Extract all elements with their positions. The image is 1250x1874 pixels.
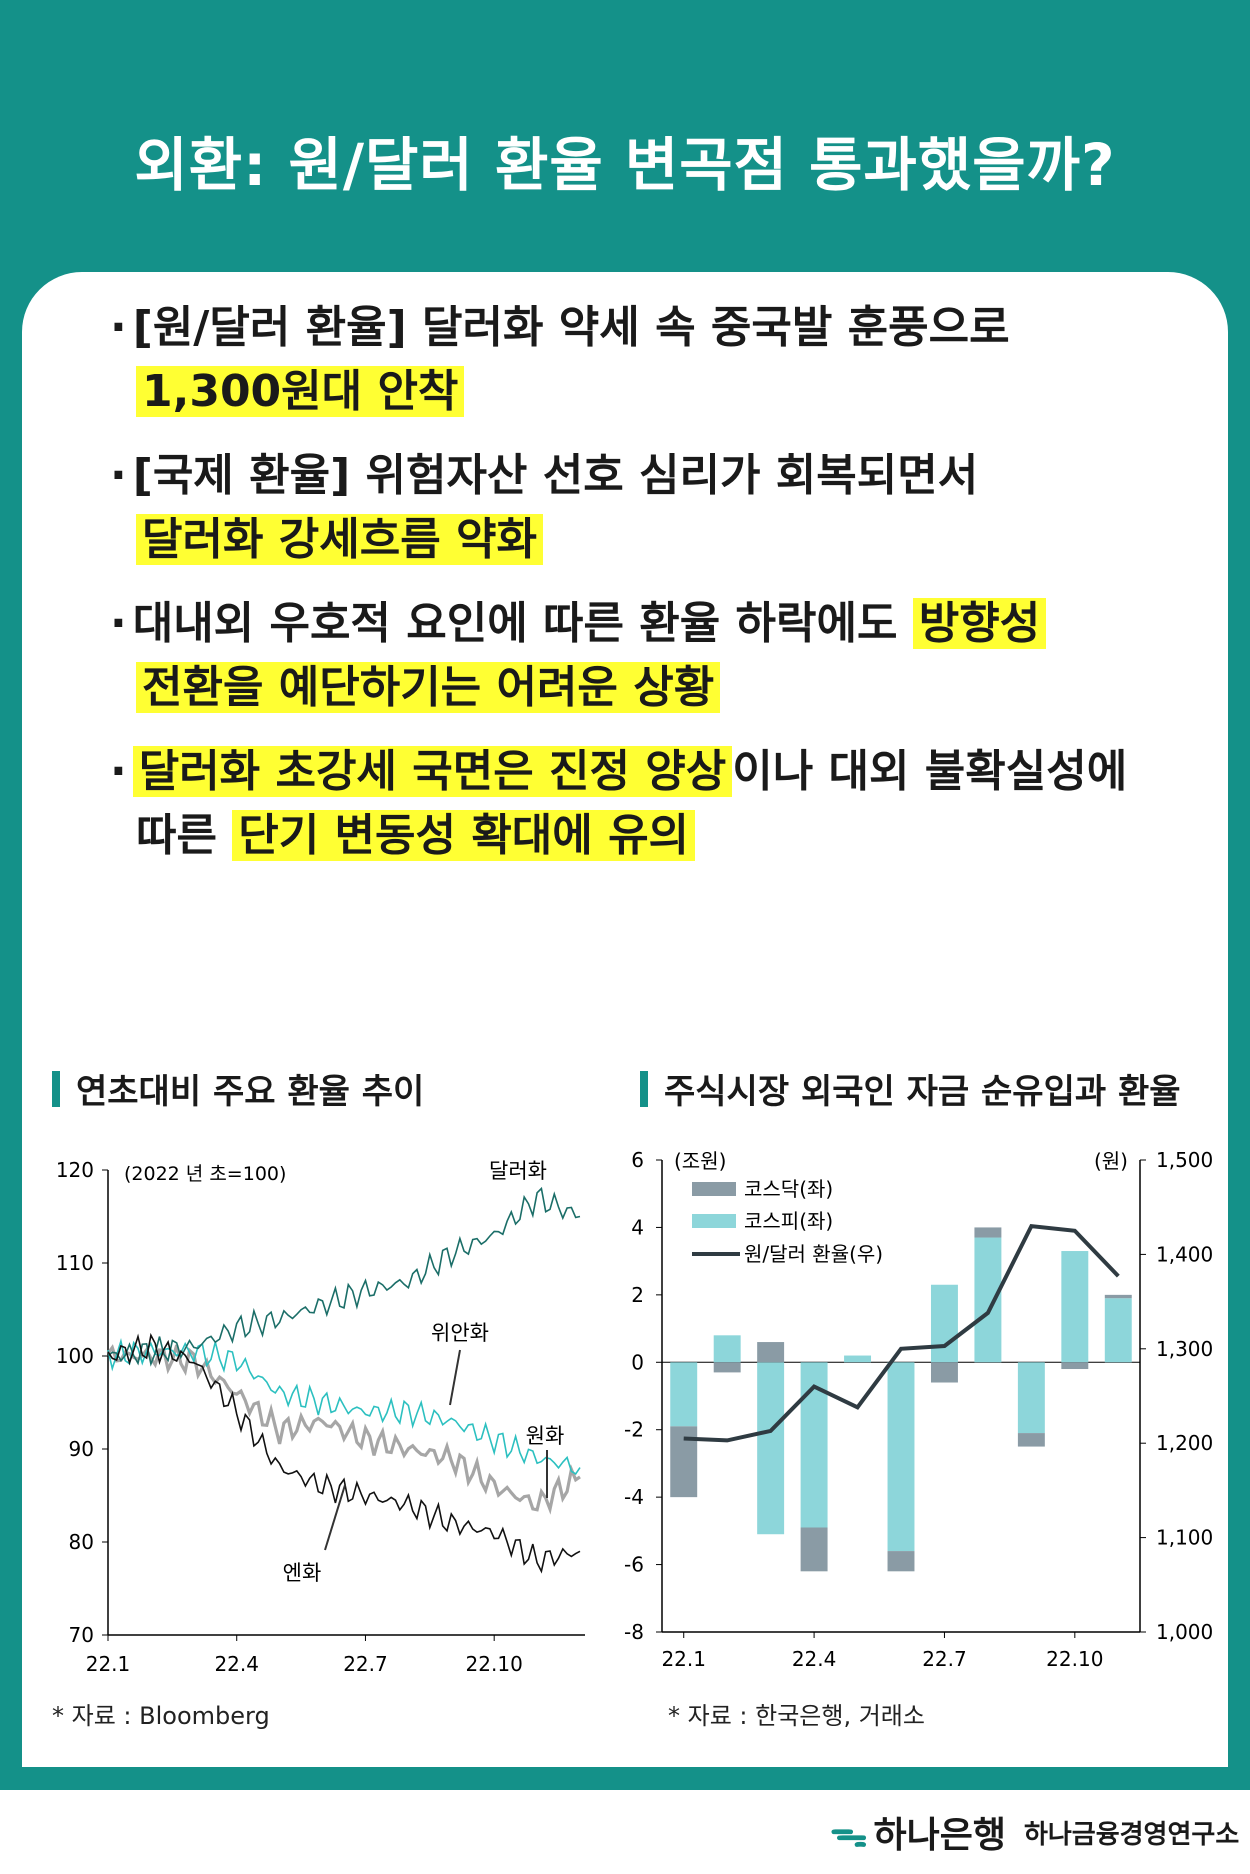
bullet-3-highlight-a: 방향성	[912, 598, 1047, 649]
series-line-0	[107, 1186, 581, 1367]
chart1-title-text: 연초대비 주요 환율 추이	[76, 1072, 425, 1112]
bullet-1-text: [원/달러 환율] 달러화 약세 속 중국발 훈풍으로	[132, 302, 1010, 353]
bullet-4-text-b: 따른	[136, 810, 233, 861]
y-tick-label: 6	[631, 1148, 644, 1172]
left-unit: (조원)	[674, 1149, 726, 1173]
y2-tick-label: 1,500	[1156, 1148, 1213, 1172]
bank-name: 하나은행	[873, 1815, 1006, 1856]
y2-tick-label: 1,100	[1156, 1526, 1213, 1550]
legend-kospi-swatch	[692, 1214, 736, 1228]
legend-kosdaq-swatch	[692, 1182, 736, 1196]
x-tick-label: 22.10	[1046, 1647, 1103, 1671]
x-tick-label: 22.10	[466, 1652, 523, 1676]
bullet-4: · 달러화 초강세 국면은 진정 양상 이나 대외 불확실성에 따른 단기 변동성 …	[110, 746, 1128, 861]
chart1-source: * 자료 : Bloomberg	[52, 1702, 270, 1730]
chart2-source: * 자료 : 한국은행, 거래소	[668, 1702, 925, 1730]
bullet-3: · 대내외 우호적 요인에 따른 환율 하락에도 방향성 전환을 예단하기는 어려…	[110, 592, 1047, 720]
kospi-bar	[1017, 1362, 1045, 1434]
arrow-yuan	[449, 1349, 461, 1406]
kospi-bar	[930, 1284, 958, 1363]
series-line-2	[106, 1344, 581, 1515]
footer	[0, 1790, 1250, 1874]
usdkrw-line	[683, 1223, 1120, 1443]
series-line-3	[107, 1332, 581, 1574]
chart2-title: 주식시장 외국인 자금 순유입과 환율	[640, 1064, 1181, 1113]
foreign-flow-chart: 6 4 2 0 -2 -4 -6 -8 1,500 1,400 1,300 1,200 1,100 1,0…	[624, 1148, 1213, 1671]
bullet-1: · [원/달러 환율] 달러화 약세 속 중국발 훈풍으로 1,300원대 안착	[110, 302, 1010, 417]
label-won: 원화	[526, 1424, 565, 1448]
fx-index-chart: 120 110 100 90 80 70 22.1 22.4 22.7 22.10 (2022 년 …	[56, 1158, 585, 1676]
y2-tick-label: 1,400	[1156, 1242, 1213, 1266]
kospi-bar	[1061, 1251, 1089, 1363]
bullet-3-text: 대내외 우호적 요인에 따른 환율 하락에도	[132, 598, 913, 649]
kosdaq-bar	[974, 1227, 1002, 1238]
y-tick-label: -2	[624, 1418, 644, 1442]
y-tick-label: -6	[624, 1553, 644, 1577]
bullet-3-highlight-b: 전환을 예단하기는 어려운 상황	[136, 662, 721, 713]
chart2-title-text: 주식시장 외국인 자금 순유입과 환율	[664, 1072, 1181, 1112]
hana-logo[interactable]: ᯓ 하나은행 하나금융경영연구소	[830, 1806, 1239, 1858]
y-tick-label: 100	[56, 1344, 94, 1368]
legend-kosdaq: 코스닥(좌)	[744, 1177, 833, 1201]
label-yen: 엔화	[283, 1561, 322, 1585]
y-tick-label: 70	[69, 1623, 94, 1647]
x-tick-label: 22.1	[86, 1652, 131, 1676]
bullet-2-text: [국제 환율] 위험자산 선호 심리가 회복되면서	[132, 450, 979, 501]
label-dollar: 달러화	[489, 1159, 547, 1183]
chart1-title: 연초대비 주요 환율 추이	[52, 1064, 424, 1113]
x-tick-label: 22.4	[214, 1652, 259, 1676]
kospi-bar	[757, 1362, 785, 1535]
right-unit: (원)	[1094, 1149, 1128, 1173]
kospi-bar	[1104, 1298, 1132, 1363]
y-tick-label: 2	[631, 1283, 644, 1307]
hana-mark-icon: ᯓ	[830, 1811, 868, 1855]
kospi-bar	[844, 1355, 872, 1363]
kosdaq-bar	[757, 1342, 785, 1363]
kosdaq-bar	[800, 1527, 828, 1572]
institute-name: 하나금융경영연구소	[1023, 1819, 1240, 1850]
y-tick-label: -8	[624, 1620, 644, 1644]
x-tick-label: 22.4	[792, 1647, 837, 1671]
kosdaq-bar	[1104, 1294, 1132, 1299]
x-tick-label: 22.7	[343, 1652, 388, 1676]
kosdaq-bar	[930, 1362, 958, 1383]
title-accent-bar	[640, 1070, 648, 1107]
bullet-2-highlight: 달러화 강세흐름 약화	[136, 514, 543, 565]
label-yuan: 위안화	[431, 1321, 489, 1345]
legend-kospi: 코스피(좌)	[744, 1209, 833, 1233]
arrow-yen	[324, 1484, 346, 1551]
kospi-bar	[713, 1335, 741, 1363]
kosdaq-bar	[887, 1551, 915, 1572]
y-tick-label: 0	[631, 1350, 644, 1374]
bullet-4-highlight-b: 단기 변동성 확대에 유의	[232, 810, 696, 861]
y2-tick-label: 1,300	[1156, 1337, 1213, 1361]
y2-tick-label: 1,200	[1156, 1431, 1213, 1455]
y2-tick-label: 1,000	[1156, 1620, 1213, 1644]
y-tick-label: 90	[69, 1437, 94, 1461]
chart-note: (2022 년 초=100)	[124, 1163, 286, 1185]
bullet-4-highlight-a: 달러화 초강세 국면은 진정 양상	[132, 746, 733, 797]
bullet-2: · [국제 환율] 위험자산 선호 심리가 회복되면서 달러화 강세흐름 약화	[110, 450, 979, 565]
y-tick-label: -4	[624, 1485, 644, 1509]
y-tick-label: 80	[69, 1530, 94, 1554]
y-tick-label: 4	[631, 1215, 644, 1239]
kospi-bar	[670, 1362, 698, 1427]
x-tick-label: 22.7	[922, 1647, 967, 1671]
bullet-1-highlight: 1,300원대 안착	[136, 366, 465, 417]
kosdaq-bar	[1017, 1433, 1045, 1447]
page-title: 외환: 원/달러 환율 변곡점 통과했을까?	[134, 131, 1116, 199]
kosdaq-bar	[713, 1362, 741, 1373]
x-tick-label: 22.1	[661, 1647, 706, 1671]
title-accent-bar	[52, 1070, 60, 1107]
bullet-4-text-a: 이나 대외 불확실성에	[732, 746, 1128, 797]
kosdaq-bar	[1061, 1362, 1089, 1370]
kospi-bar	[974, 1237, 1002, 1363]
y-tick-label: 110	[56, 1251, 94, 1275]
kospi-bar	[887, 1362, 915, 1552]
legend-rate: 원/달러 환율(우)	[744, 1242, 883, 1266]
y-tick-label: 120	[56, 1158, 94, 1182]
